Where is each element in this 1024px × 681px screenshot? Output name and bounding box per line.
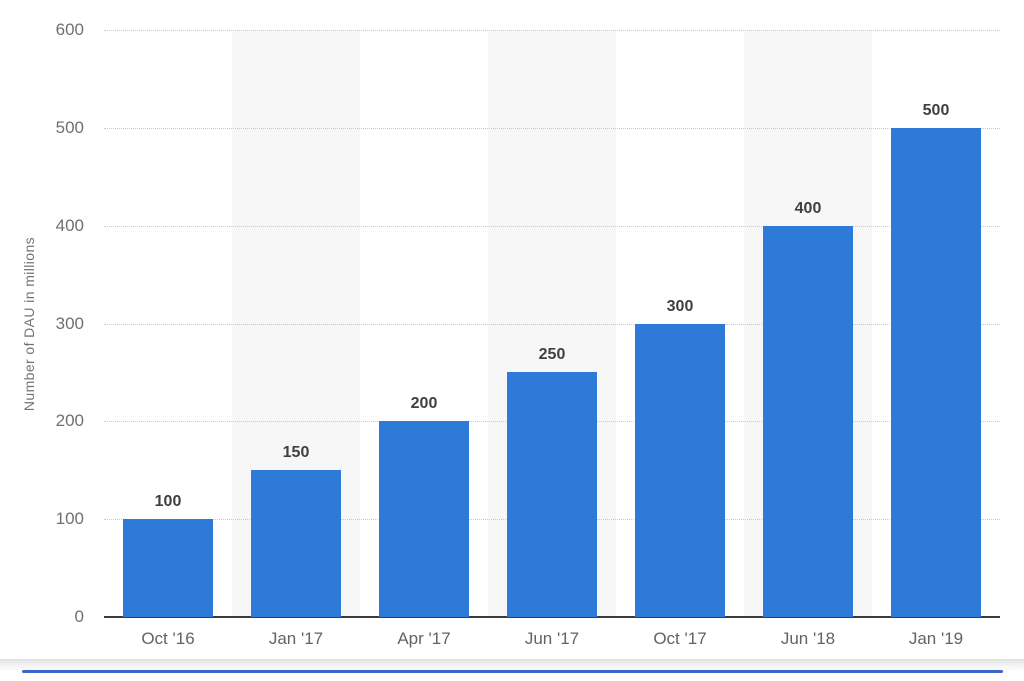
- bar[interactable]: [891, 128, 981, 617]
- bottom-blue-line: [22, 670, 1003, 673]
- bar[interactable]: [635, 324, 725, 617]
- x-category-label: Oct '17: [653, 629, 707, 648]
- bar-value-label: 500: [922, 102, 950, 119]
- x-category-label: Jan '17: [268, 629, 324, 648]
- x-category-label: Apr '17: [397, 629, 451, 648]
- x-axis-line: [104, 616, 1000, 618]
- y-tick-label: 300: [55, 314, 84, 333]
- bar[interactable]: [251, 470, 341, 617]
- y-tick-label: 0: [74, 607, 84, 626]
- bar-value-label: 250: [538, 346, 566, 363]
- gridline: [104, 226, 1000, 227]
- bar-value-label: 400: [794, 200, 822, 217]
- y-tick-label: 400: [55, 216, 84, 235]
- y-tick-label: 600: [55, 20, 84, 39]
- bottom-divider-strip: [0, 659, 1024, 673]
- bar-value-label: 100: [154, 493, 182, 510]
- x-category-label: Jun '17: [524, 629, 580, 648]
- bar-value-label: 200: [410, 395, 438, 412]
- bar-value-label: 150: [282, 444, 310, 461]
- bar-value-label: 300: [666, 298, 694, 315]
- bar[interactable]: [507, 372, 597, 617]
- y-tick-label: 500: [55, 118, 84, 137]
- bar[interactable]: [379, 421, 469, 617]
- x-category-label: Jan '19: [908, 629, 964, 648]
- gridline: [104, 128, 1000, 129]
- gridline: [104, 324, 1000, 325]
- x-category-label: Oct '16: [141, 629, 195, 648]
- x-category-label: Jun '18: [780, 629, 836, 648]
- bar[interactable]: [123, 519, 213, 617]
- gridline: [104, 30, 1000, 31]
- y-tick-label: 100: [55, 509, 84, 528]
- y-tick-label: 200: [55, 411, 84, 430]
- bar[interactable]: [763, 226, 853, 617]
